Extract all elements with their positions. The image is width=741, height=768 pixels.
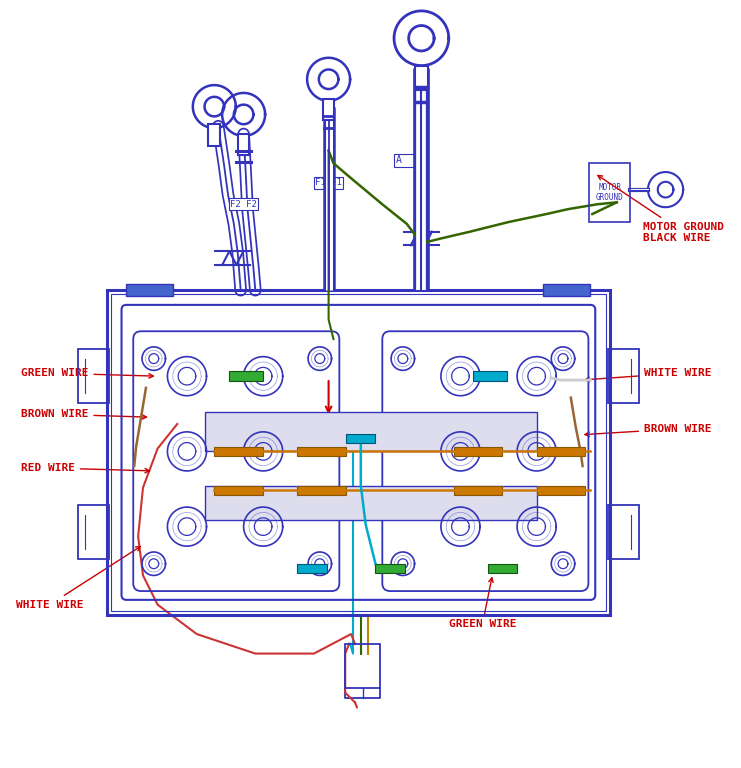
Text: BROWN WIRE: BROWN WIRE xyxy=(21,409,147,419)
Bar xyxy=(297,564,327,572)
Bar xyxy=(453,446,502,456)
Text: WHITE WIRE: WHITE WIRE xyxy=(16,547,140,610)
Bar xyxy=(229,371,263,381)
Bar xyxy=(536,446,585,456)
Text: WHITE WIRE: WHITE WIRE xyxy=(585,368,711,382)
Bar xyxy=(608,505,639,559)
Text: F1 F1: F1 F1 xyxy=(315,178,342,187)
Bar xyxy=(376,564,405,572)
Bar xyxy=(107,290,610,614)
Text: BROWN WIRE: BROWN WIRE xyxy=(585,424,711,436)
Bar xyxy=(323,99,334,121)
Text: GREEN WIRE: GREEN WIRE xyxy=(21,368,153,378)
Bar xyxy=(473,371,508,381)
Bar xyxy=(543,284,591,296)
Bar xyxy=(346,434,376,442)
Bar xyxy=(536,485,585,495)
Bar xyxy=(208,124,220,146)
Bar xyxy=(297,446,346,456)
Text: MOTOR GROUND
BLACK WIRE: MOTOR GROUND BLACK WIRE xyxy=(598,175,724,243)
Bar xyxy=(414,65,428,90)
Bar xyxy=(488,564,517,572)
Text: MOTOR
GROUND: MOTOR GROUND xyxy=(596,183,624,202)
Bar xyxy=(111,294,606,611)
Bar xyxy=(453,485,502,495)
Bar xyxy=(589,164,631,222)
Bar xyxy=(205,412,536,452)
Text: A  A: A A xyxy=(396,155,419,165)
Bar xyxy=(238,134,250,155)
Text: GREEN WIRE: GREEN WIRE xyxy=(449,578,516,629)
Bar xyxy=(205,485,536,520)
Bar xyxy=(345,644,380,688)
Bar xyxy=(127,284,173,296)
Text: RED WIRE: RED WIRE xyxy=(21,463,150,473)
Bar xyxy=(214,485,263,495)
Bar xyxy=(78,349,109,402)
Bar xyxy=(297,485,346,495)
Bar xyxy=(608,349,639,402)
Text: F2 F2: F2 F2 xyxy=(230,200,257,209)
Bar xyxy=(78,505,109,559)
Bar xyxy=(214,446,263,456)
